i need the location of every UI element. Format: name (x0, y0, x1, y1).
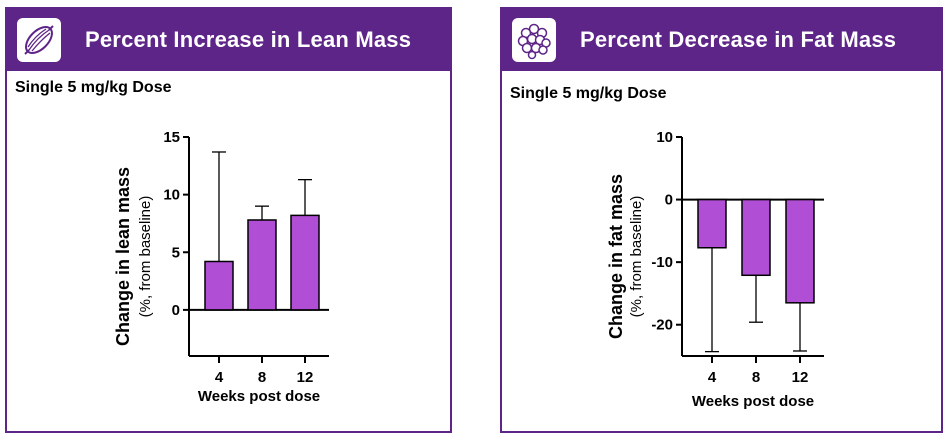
fat-mass-title: Percent Decrease in Fat Mass (580, 27, 897, 52)
lean-mass-banner: Percent Increase in Lean Mass (7, 9, 450, 71)
x-tick-label: 8 (752, 369, 760, 386)
y-axis-subtitle: (%, from baseline) (628, 196, 645, 318)
x-tick-label: 4 (708, 369, 717, 386)
bar (247, 219, 277, 311)
y-tick-label: 0 (172, 302, 180, 319)
bar (290, 214, 320, 311)
y-axis-subtitle: (%, from baseline) (137, 196, 154, 318)
lean-mass-panel: Percent Increase in Lean Mass Single 5 m… (5, 7, 452, 433)
fat-cells-icon (512, 18, 556, 62)
x-axis-title: Weeks post dose (692, 393, 814, 410)
bar (204, 260, 234, 311)
x-tick-label: 4 (215, 369, 224, 386)
y-tick-label: 10 (163, 187, 180, 204)
x-tick-label: 12 (792, 369, 809, 386)
lean-mass-chart: 0 5 10 15 4 8 12 Weeks post dose Change in lean … (113, 129, 329, 405)
fat-mass-chart: 10 0 -10 -20 4 8 12 Weeks post dose Change in fa… (606, 129, 824, 410)
fat-mass-banner: Percent Decrease in Fat Mass (502, 9, 941, 71)
bar (741, 198, 771, 277)
fat-mass-subtitle: Single 5 mg/kg Dose (510, 85, 667, 102)
y-tick-label: 0 (665, 192, 673, 209)
x-tick-label: 8 (258, 369, 266, 386)
fat-mass-panel: Percent Decrease in Fat Mass Single 5 mg… (500, 7, 943, 433)
lean-mass-title: Percent Increase in Lean Mass (85, 27, 412, 52)
y-axis-title: Change in fat mass (606, 174, 626, 339)
y-tick-label: 5 (172, 244, 180, 261)
y-tick-label: -20 (651, 317, 673, 334)
x-tick-label: 12 (297, 369, 314, 386)
bar (785, 198, 815, 304)
lean-mass-subtitle: Single 5 mg/kg Dose (15, 79, 172, 96)
y-tick-label: 15 (163, 129, 180, 146)
x-axis-title: Weeks post dose (198, 388, 320, 405)
y-axis-title: Change in lean mass (113, 167, 133, 346)
y-tick-label: 10 (656, 129, 673, 146)
bar (697, 198, 727, 249)
muscle-icon (17, 18, 61, 62)
y-tick-label: -10 (651, 254, 673, 271)
